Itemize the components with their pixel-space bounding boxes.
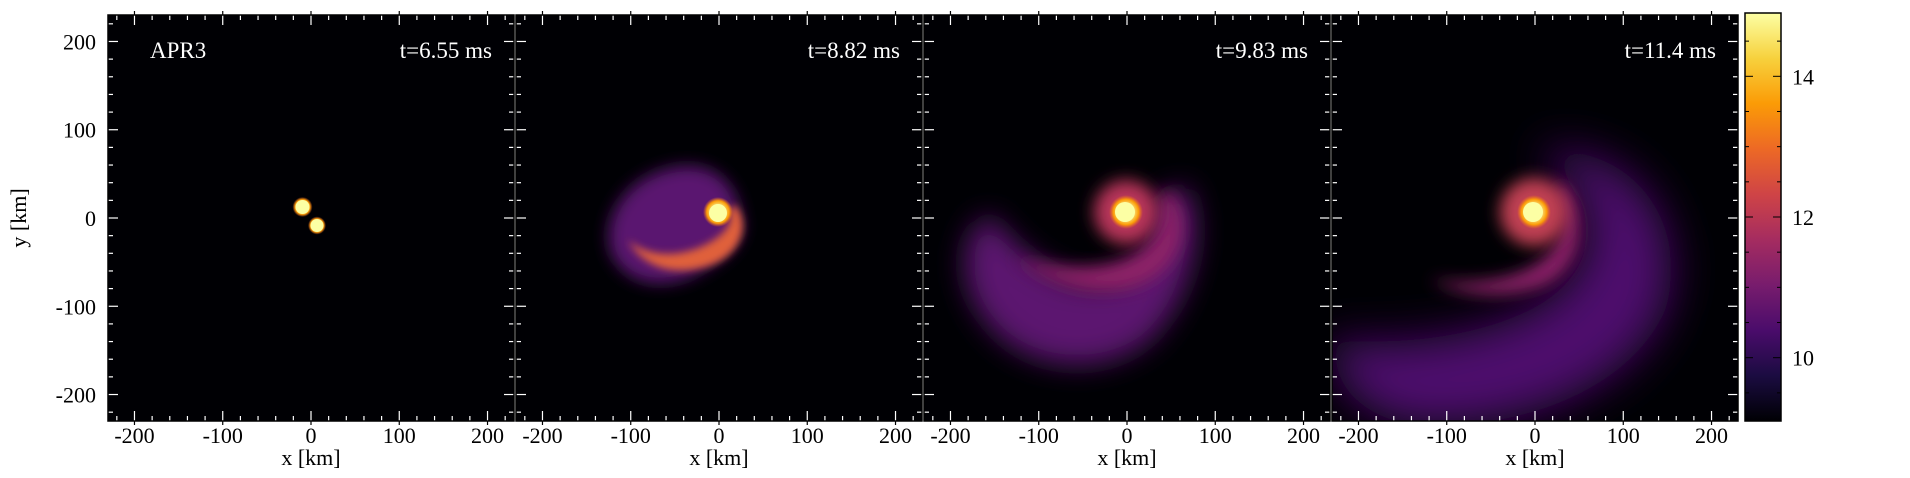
x-tick-label: -100	[1427, 423, 1467, 448]
colorbar-ticks: 10 12 14	[1745, 40, 1814, 394]
y-tick-label: 100	[63, 118, 96, 143]
panel-3-frame	[923, 14, 1331, 422]
x-axis-label-1: x [km]	[281, 445, 340, 470]
panel-1-star-b-core	[310, 219, 324, 232]
y-tick-label: -200	[56, 383, 96, 408]
panel-1-star-a-core	[295, 200, 310, 214]
y-tick-label: -100	[56, 294, 96, 319]
panel-1-frame	[107, 14, 515, 422]
panel-4-ticks	[1332, 11, 1738, 425]
panel-4-inner-arm	[1430, 180, 1580, 295]
colorbar-tick-label: 10	[1792, 346, 1814, 371]
x-tick-label: 100	[383, 423, 416, 448]
panel-1-ticks	[108, 11, 514, 425]
x-tick-label: 200	[879, 423, 912, 448]
panel-2-frame	[515, 14, 923, 422]
panel-1: APR3 t=6.55 ms	[107, 11, 515, 425]
panel-3-outer-arm	[964, 185, 1196, 365]
x-tick-label: -100	[203, 423, 243, 448]
x-tick-label: 0	[306, 423, 317, 448]
panel-3-core-center	[1115, 202, 1135, 222]
panel-1-density	[292, 197, 326, 235]
panel-3-density	[964, 180, 1196, 365]
panel-2-density	[608, 165, 743, 284]
x-tick-label: -200	[522, 423, 562, 448]
panel-3-inner-arm	[1015, 190, 1182, 291]
panel-3-ticks	[924, 11, 1330, 425]
x-tick-label: 0	[714, 423, 725, 448]
x-tick-label: 100	[791, 423, 824, 448]
panel-2-inner-arm	[628, 205, 743, 271]
x-tick-label: 100	[1607, 423, 1640, 448]
y-tick-labels: -200 -100 0 100 200	[56, 29, 96, 407]
y-tick-label: 0	[85, 206, 96, 231]
panel-4-outer-arm	[1332, 149, 1672, 421]
colorbar-tick-label: 12	[1792, 205, 1814, 230]
colorbar-tick-label: 14	[1792, 64, 1814, 89]
x-tick-label: -100	[1019, 423, 1059, 448]
panel-4-core-center	[1523, 202, 1543, 222]
x-tick-label: 200	[471, 423, 504, 448]
x-axis-label-2: x [km]	[689, 445, 748, 470]
x-tick-label: 0	[1122, 423, 1133, 448]
panel-1-background	[108, 15, 514, 421]
y-axis-label: y [km]	[6, 188, 31, 247]
panel-4: t=11.4 ms	[1331, 11, 1739, 425]
x-axis-label-3: x [km]	[1097, 445, 1156, 470]
panel-4-time-label: t=11.4 ms	[1625, 38, 1716, 63]
panel-2-core-center	[709, 204, 727, 222]
x-axis-label-4: x [km]	[1505, 445, 1564, 470]
panel-3-time-label: t=9.83 ms	[1216, 38, 1308, 63]
x-tick-label: 200	[1287, 423, 1320, 448]
panel-3: t=9.83 ms	[923, 11, 1331, 425]
y-tick-label: 200	[63, 29, 96, 54]
colorbar: 10 12 14	[1744, 12, 1814, 422]
x-tick-label: -200	[930, 423, 970, 448]
panel-2-ticks	[516, 11, 922, 425]
panel-4-density	[1332, 149, 1672, 421]
x-tick-labels: -200 -100 0 100 200 -200 -100 0 100 200 -200 -100 0 1…	[114, 423, 1728, 448]
panel-2: t=8.82 ms	[515, 11, 923, 425]
x-tick-label: -100	[611, 423, 651, 448]
x-tick-label: -200	[114, 423, 154, 448]
x-tick-label: 100	[1199, 423, 1232, 448]
panel-label: APR3	[150, 38, 206, 63]
x-tick-label: 0	[1530, 423, 1541, 448]
x-tick-label: -200	[1338, 423, 1378, 448]
x-tick-label: 200	[1695, 423, 1728, 448]
panel-2-time-label: t=8.82 ms	[808, 38, 900, 63]
panel-4-frame	[1331, 14, 1739, 422]
panel-1-time-label: t=6.55 ms	[400, 38, 492, 63]
